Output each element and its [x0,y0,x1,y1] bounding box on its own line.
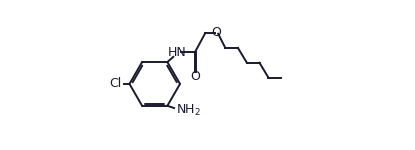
Text: HN: HN [168,46,186,59]
Text: Cl: Cl [109,77,121,90]
Text: O: O [212,26,221,39]
Text: O: O [190,70,200,83]
Text: NH$_2$: NH$_2$ [176,103,201,118]
